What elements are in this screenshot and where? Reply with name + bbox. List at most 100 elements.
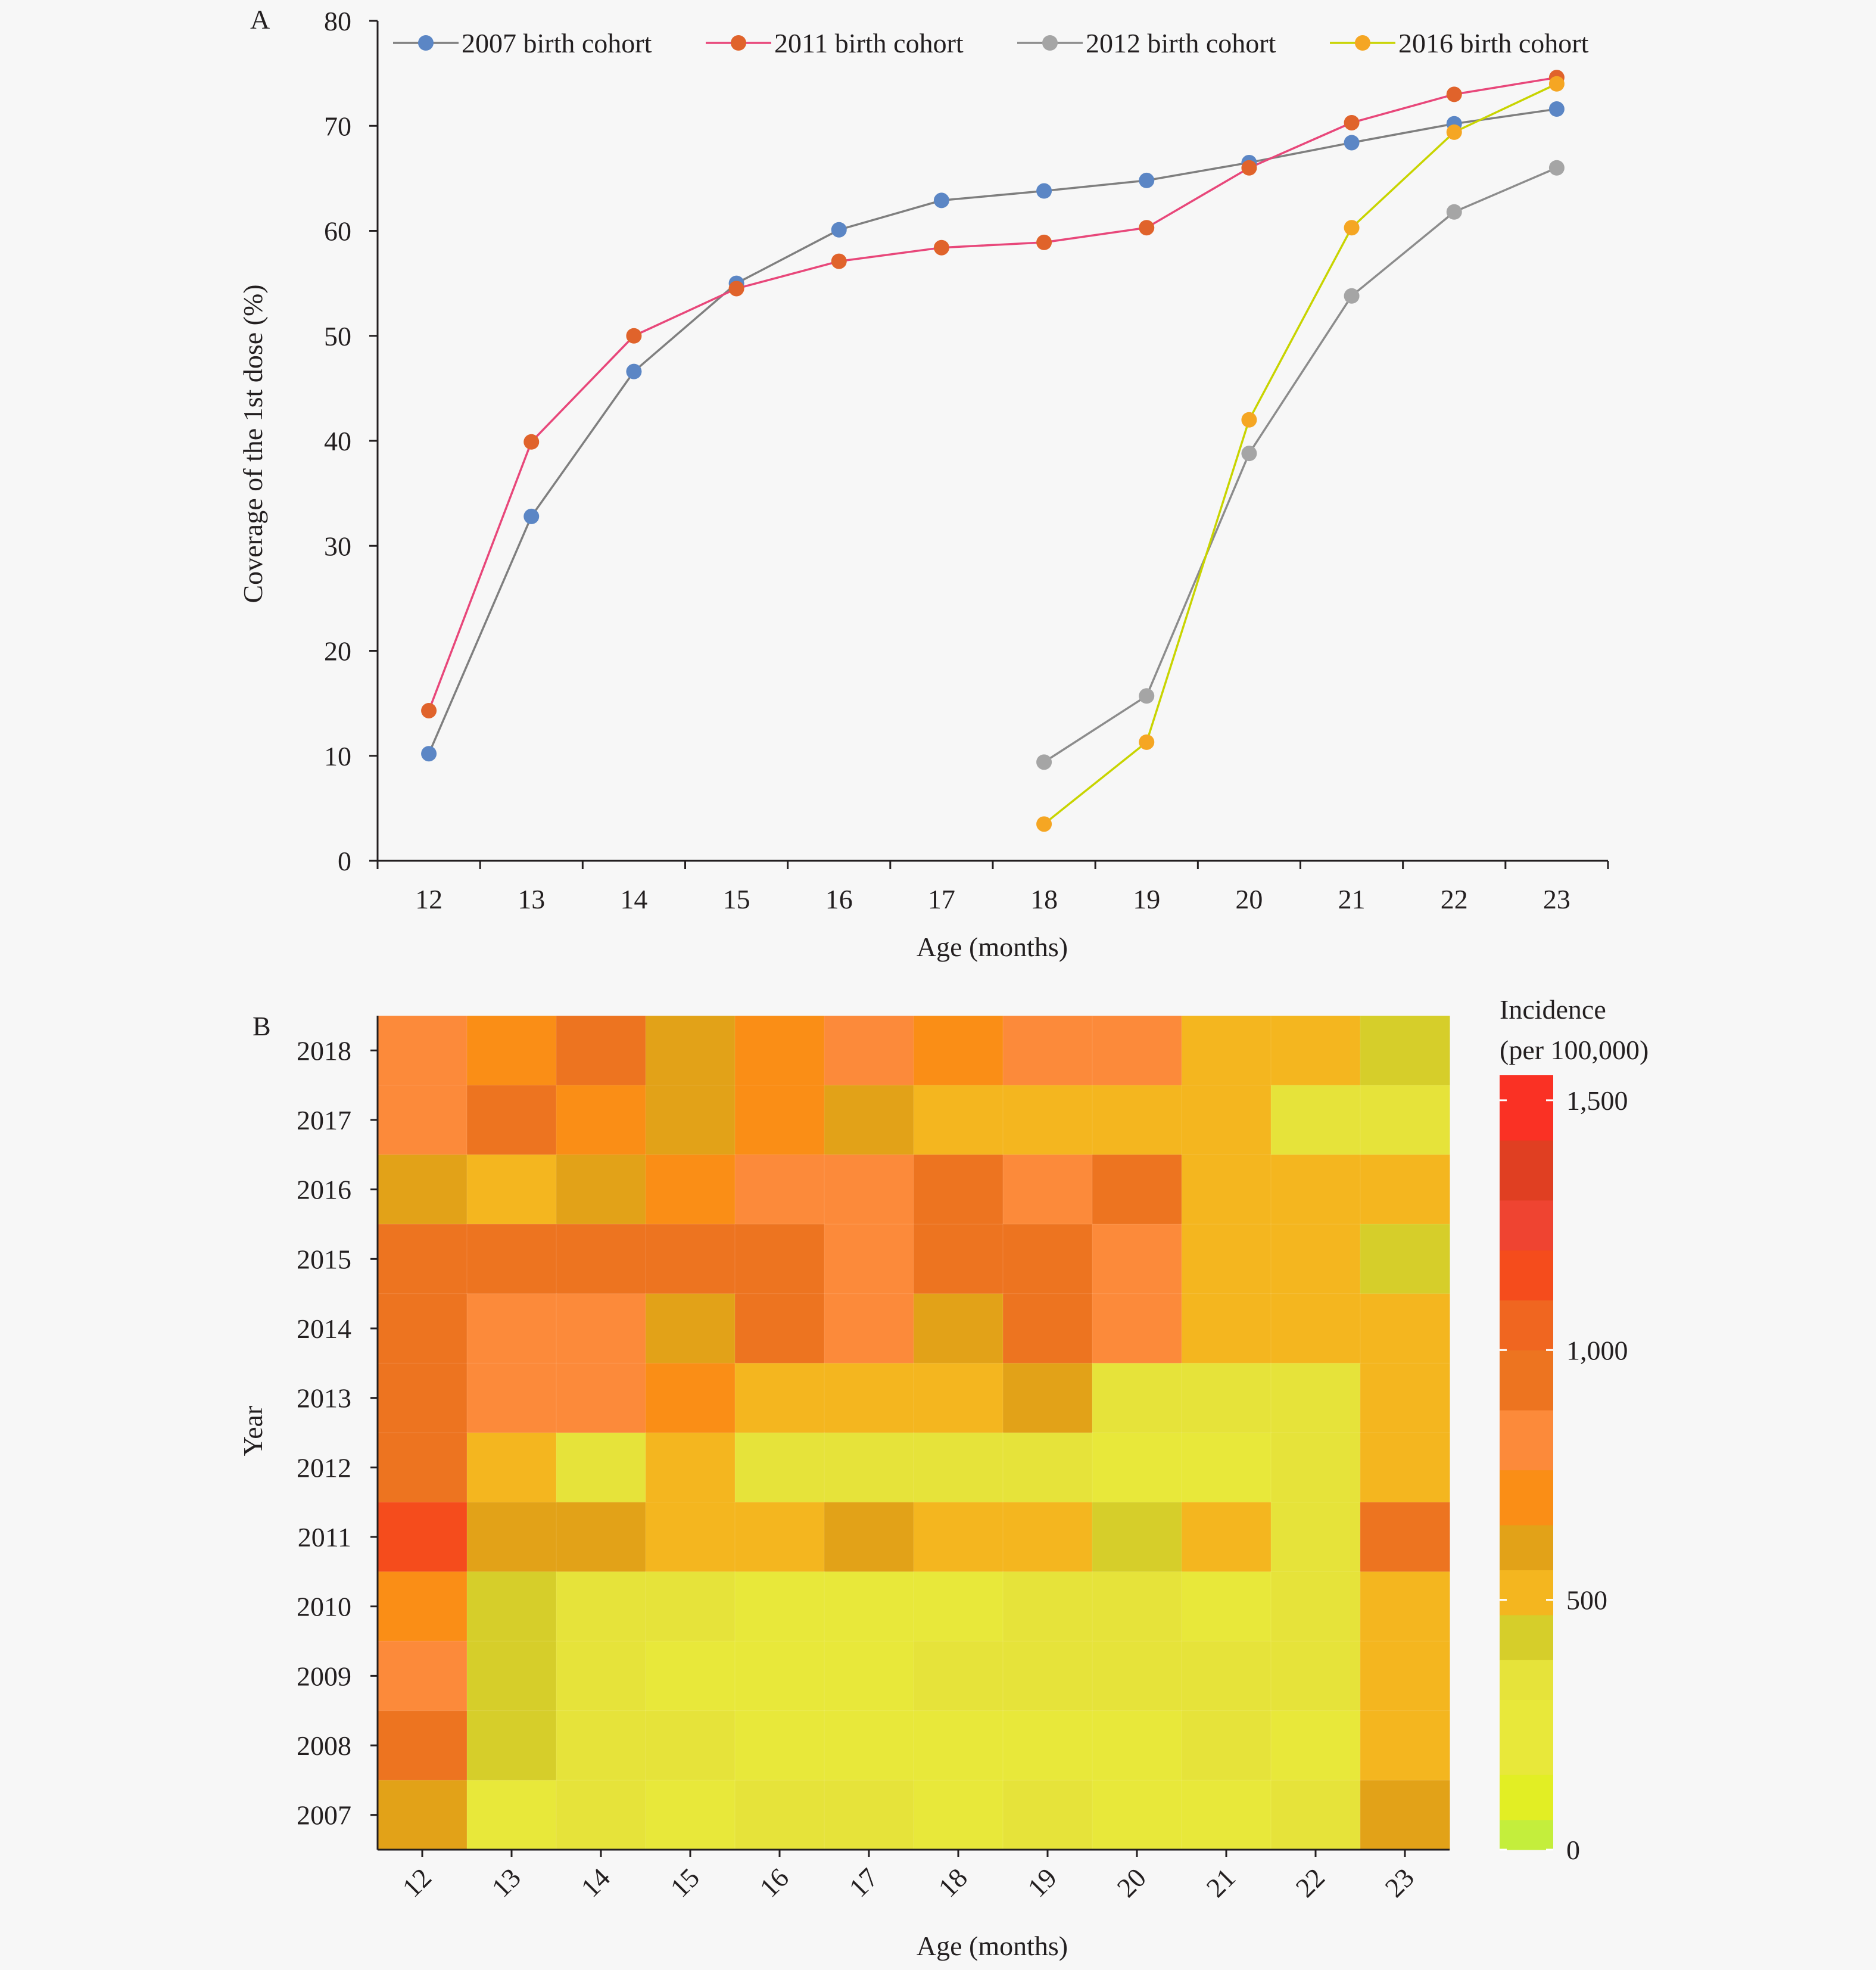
panel-b-y-tick-label: 2013	[297, 1383, 351, 1414]
panel-a-x-tick-label: 23	[1543, 884, 1570, 914]
panel-b-y-tick-label: 2017	[297, 1105, 351, 1135]
panel-b-colorbar: 0 500 1,000 1,500	[1500, 1075, 1628, 1865]
legend-marker-4	[1355, 35, 1370, 51]
heatmap-cell	[824, 1502, 915, 1573]
panel-a-y-tick-label: 80	[324, 6, 351, 36]
heatmap-cell	[556, 1710, 647, 1781]
heatmap-cell	[1360, 1432, 1451, 1503]
heatmap-cell	[1360, 1293, 1451, 1364]
heatmap-cell	[1181, 1154, 1272, 1225]
panel-a-x-axis-label: Age (months)	[917, 932, 1068, 962]
heatmap-cell	[734, 1293, 825, 1364]
panel-b-label: B	[253, 1011, 271, 1041]
heatmap-cell	[824, 1779, 915, 1851]
colorbar-segment	[1500, 1775, 1553, 1820]
heatmap-cell	[734, 1779, 825, 1851]
heatmap-cell	[645, 1641, 736, 1711]
heatmap-cell	[556, 1224, 647, 1294]
heatmap-cell	[556, 1362, 647, 1434]
panel-a-y-axis-label: Coverage of the 1st dose (%)	[238, 284, 268, 603]
heatmap-cell	[734, 1015, 825, 1086]
heatmap-cell	[1002, 1571, 1093, 1642]
heatmap-cell	[1360, 1710, 1451, 1781]
colorbar-segment	[1500, 1200, 1553, 1251]
heatmap-cell	[1360, 1154, 1451, 1225]
heatmap-cell	[1092, 1432, 1183, 1503]
legend-marker-2	[731, 35, 746, 51]
heatmap-cell	[645, 1432, 736, 1503]
heatmap-cell	[556, 1641, 647, 1711]
heatmap-cell	[913, 1502, 1004, 1573]
heatmap-cell	[824, 1015, 915, 1086]
heatmap-cell	[556, 1502, 647, 1573]
panel-a-data-point	[933, 239, 949, 256]
colorbar-segment	[1500, 1470, 1553, 1526]
heatmap-cell	[1092, 1293, 1183, 1364]
heatmap-cell	[377, 1362, 468, 1434]
heatmap-cell	[1270, 1432, 1361, 1503]
heatmap-cell	[824, 1571, 915, 1642]
heatmap-cell	[913, 1571, 1004, 1642]
heatmap-cell	[1270, 1154, 1361, 1225]
panel-a-data-point	[1139, 220, 1155, 236]
heatmap-cell	[556, 1432, 647, 1503]
heatmap-cell	[1002, 1779, 1093, 1851]
heatmap-cell	[913, 1432, 1004, 1503]
heatmap-cell	[1092, 1015, 1183, 1086]
panel-a-y-tick-label: 40	[324, 426, 351, 456]
panel-a-x-tick-label: 21	[1338, 884, 1366, 914]
heatmap-cell	[466, 1085, 557, 1156]
heatmap-cell	[913, 1779, 1004, 1851]
panel-a-data-point	[1241, 412, 1257, 428]
heatmap-cell	[645, 1154, 736, 1225]
panel-a-data-point	[1139, 734, 1155, 750]
heatmap-cell	[1270, 1710, 1361, 1781]
panel-a-data-point	[421, 746, 437, 762]
panel-a-data-point	[1446, 204, 1462, 220]
colorbar-segment	[1500, 1524, 1553, 1570]
panel-a-data-point	[1548, 76, 1565, 92]
heatmap-cell	[1270, 1224, 1361, 1294]
heatmap-cell	[556, 1154, 647, 1225]
panel-a-series-line-3	[1043, 167, 1557, 763]
panel-a-series-points	[421, 70, 1565, 832]
heatmap-cell	[734, 1224, 825, 1294]
heatmap-cell	[1270, 1015, 1361, 1086]
colorbar-tick-label: 1,500	[1566, 1085, 1628, 1116]
heatmap-cell	[1181, 1641, 1272, 1711]
panel-a-data-point	[1344, 114, 1360, 130]
heatmap-cell	[645, 1502, 736, 1573]
panel-a-data-point	[1344, 288, 1360, 304]
heatmap-cell	[645, 1362, 736, 1434]
heatmap-cell	[1002, 1710, 1093, 1781]
panel-a-data-point	[1446, 86, 1462, 102]
panel-a-x-tick-label: 22	[1441, 884, 1468, 914]
heatmap-cell	[1002, 1015, 1093, 1086]
colorbar-segment	[1500, 1350, 1553, 1411]
panel-a-data-point	[523, 434, 540, 450]
heatmap-cell	[824, 1710, 915, 1781]
panel-b-y-tick-label: 2010	[297, 1592, 351, 1622]
heatmap-cell	[556, 1293, 647, 1364]
panel-a-line-chart: A 0 10 20 30 40 50 60 70 80 12 13 14 15 16 17 18 19 20 21 2…	[238, 4, 1609, 962]
heatmap-cell	[734, 1641, 825, 1711]
heatmap-cell	[1181, 1779, 1272, 1851]
legend-label-1: 2007 birth cohort	[462, 28, 652, 58]
panel-a-y-tick-label: 60	[324, 216, 351, 247]
heatmap-cell	[913, 1154, 1004, 1225]
colorbar-segment	[1500, 1140, 1553, 1201]
panel-a-x-tick-label: 19	[1133, 884, 1160, 914]
heatmap-cell	[377, 1502, 468, 1573]
panel-a-data-point	[1344, 220, 1360, 236]
heatmap-cell	[1360, 1571, 1451, 1642]
heatmap-cell	[734, 1154, 825, 1225]
panel-a-data-point	[1548, 101, 1565, 117]
colorbar-segment	[1500, 1250, 1553, 1301]
panel-a-data-point	[1548, 160, 1565, 176]
heatmap-cell	[466, 1571, 557, 1642]
panel-b-y-tick-label: 2018	[297, 1035, 351, 1066]
heatmap-cell	[377, 1224, 468, 1294]
heatmap-cell	[1181, 1432, 1272, 1503]
heatmap-cell	[734, 1362, 825, 1434]
heatmap-cell	[466, 1154, 557, 1225]
